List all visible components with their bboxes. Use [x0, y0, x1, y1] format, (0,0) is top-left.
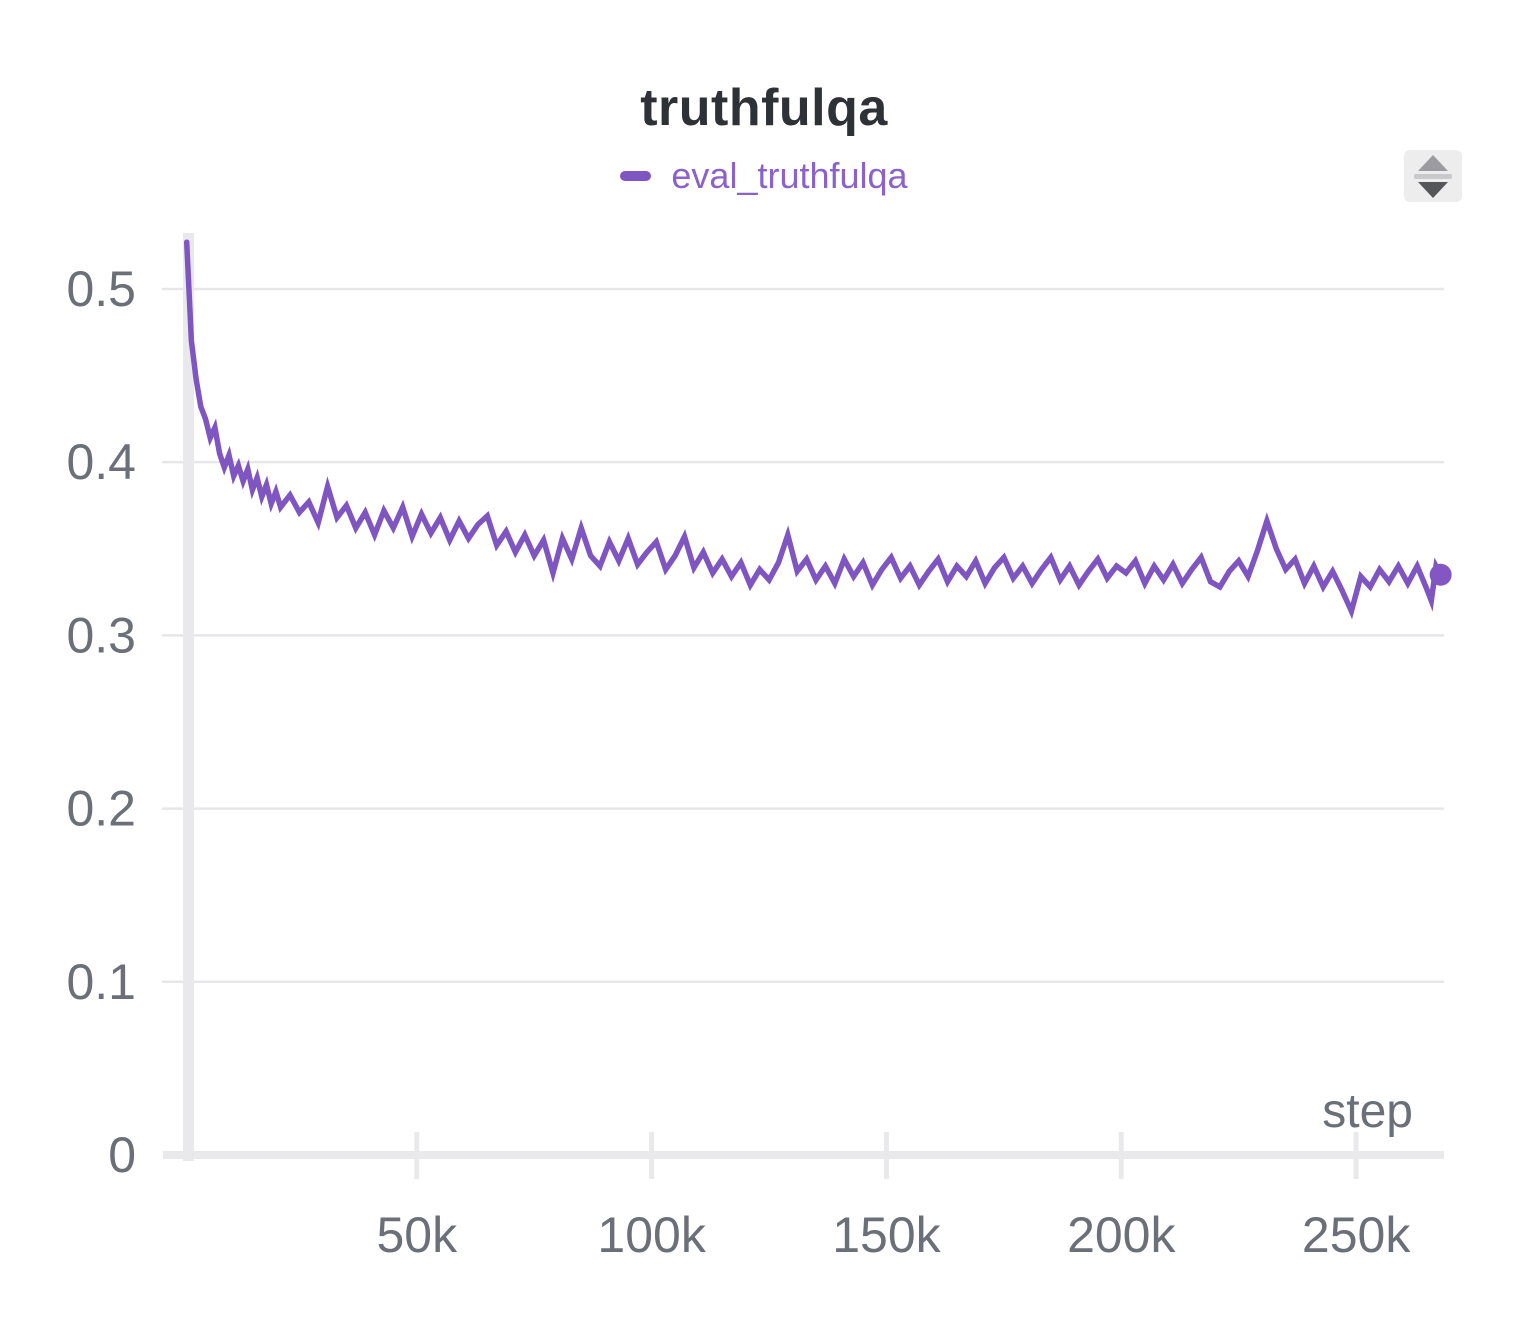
legend-swatch — [620, 171, 652, 181]
y-axis-tick-label: 0.4 — [66, 434, 136, 490]
chart-title: truthfulqa — [640, 79, 888, 137]
legend: eval_truthfulqa — [0, 158, 1528, 194]
triangle-up-icon — [1418, 154, 1448, 171]
x-axis-tick-label: 150k — [832, 1207, 941, 1263]
triangle-down-icon — [1418, 181, 1448, 198]
series-endpoint-marker[interactable] — [1429, 563, 1452, 586]
series-line[interactable] — [183, 239, 1444, 620]
x-axis-tick-label: 250k — [1302, 1207, 1411, 1263]
panel-resize-button[interactable] — [1404, 150, 1462, 202]
x-axis-line — [163, 1151, 1444, 1159]
y-axis-tick-label: 0.3 — [66, 607, 136, 663]
y-axis-tick-label: 0.2 — [66, 781, 136, 837]
x-axis-tick-label: 200k — [1067, 1207, 1176, 1263]
resize-divider-icon — [1414, 173, 1452, 179]
y-axis-tick-label: 0 — [108, 1127, 136, 1183]
y-axis-tick-label: 0.1 — [66, 954, 136, 1010]
legend-label: eval_truthfulqa — [671, 155, 908, 196]
x-axis-tick-label: 100k — [597, 1207, 706, 1263]
y-axis-line — [183, 233, 194, 1161]
x-axis-tick-label: 50k — [377, 1207, 459, 1263]
y-axis-tick-label: 0.5 — [66, 261, 136, 317]
x-axis-title: step — [1322, 1085, 1413, 1138]
